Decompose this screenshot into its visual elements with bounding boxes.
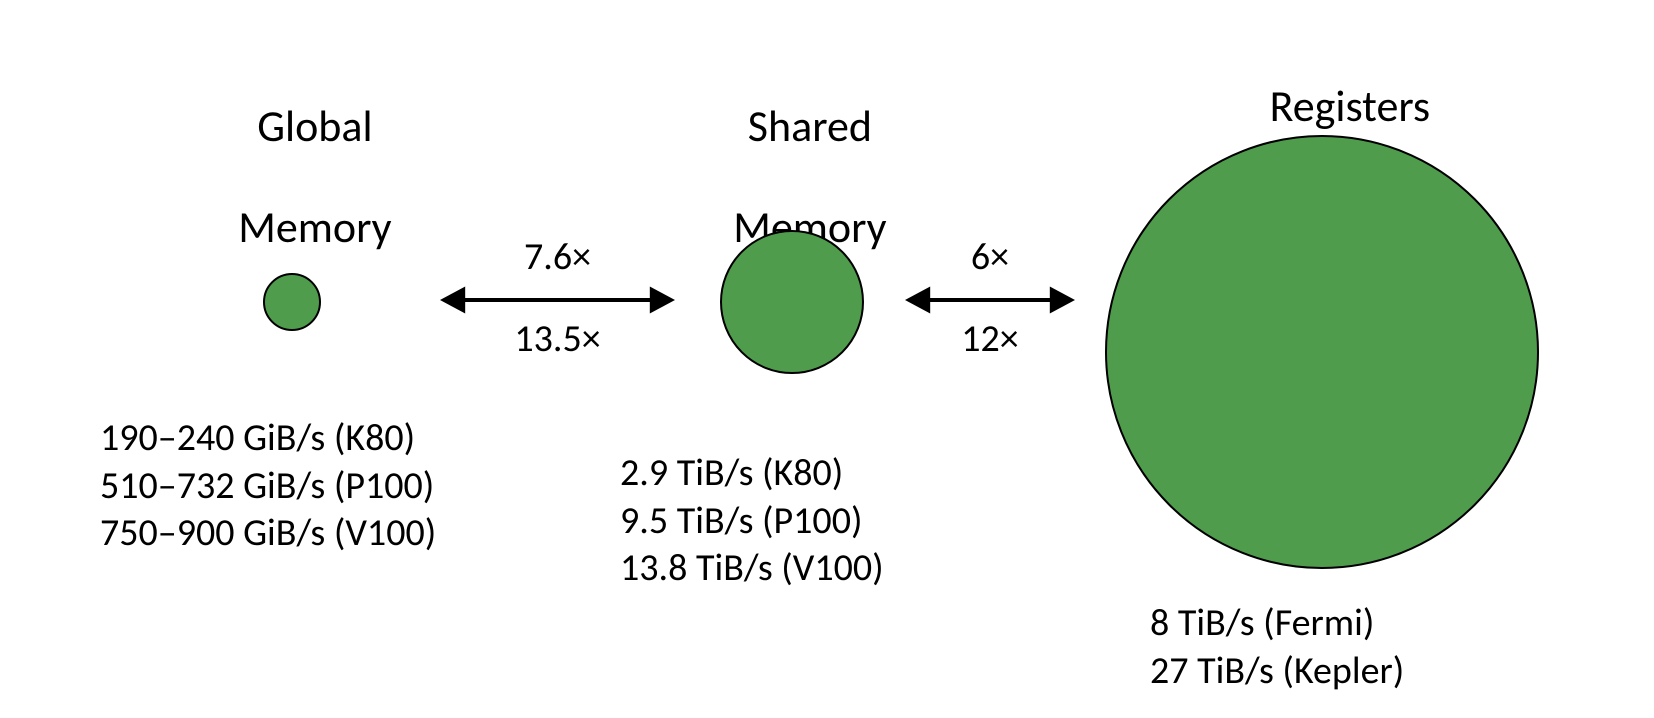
arrow1-label-bottom: 13.5× <box>468 316 648 362</box>
shared-memory-specs: 2.9 TiB/s (K80)9.5 TiB/s (P100)13.8 TiB/… <box>620 450 884 593</box>
arrow2-label-top: 6× <box>900 234 1080 280</box>
shared-memory-circle <box>720 230 864 374</box>
spec-line: 9.5 TiB/s (P100) <box>620 498 884 546</box>
spec-line: 750–900 GiB/s (V100) <box>100 510 436 558</box>
arrow2-label-bottom: 12× <box>900 316 1080 362</box>
spec-line: 510–732 GiB/s (P100) <box>100 463 436 511</box>
global-memory-title-line1: Global <box>257 99 372 153</box>
spec-line: 13.8 TiB/s (V100) <box>620 545 884 593</box>
diagram-stage: Global Memory Shared Memory Registers 7.… <box>0 0 1654 718</box>
registers-title-line1: Registers <box>1270 79 1431 133</box>
spec-line: 2.9 TiB/s (K80) <box>620 450 884 498</box>
spec-line: 8 TiB/s (Fermi) <box>1150 600 1404 648</box>
global-memory-circle <box>263 273 321 331</box>
global-memory-title: Global Memory <box>185 50 405 303</box>
arrow1-label-top: 7.6× <box>468 234 648 280</box>
registers-specs: 8 TiB/s (Fermi)27 TiB/s (Kepler) <box>1150 600 1404 695</box>
registers-circle <box>1105 135 1539 569</box>
global-memory-specs: 190–240 GiB/s (K80)510–732 GiB/s (P100)7… <box>100 415 436 558</box>
global-memory-title-line2: Memory <box>238 200 391 254</box>
shared-memory-title-line1: Shared <box>748 99 872 153</box>
spec-line: 190–240 GiB/s (K80) <box>100 415 436 463</box>
spec-line: 27 TiB/s (Kepler) <box>1150 648 1404 696</box>
